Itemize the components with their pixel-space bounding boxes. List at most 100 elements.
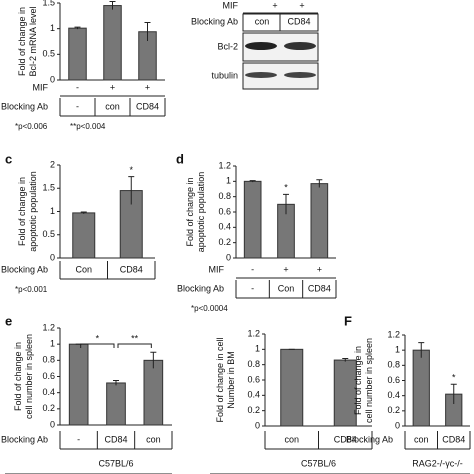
y-axis-label: Fold of change in cell: [215, 337, 225, 422]
y-axis-label: Number in BM: [226, 351, 236, 409]
bar: [68, 27, 87, 81]
band-label: tubulin: [211, 70, 238, 80]
y-tick-label: 0.8: [218, 191, 231, 201]
note: *p<0.001: [15, 285, 48, 294]
row-label: Blocking Ab: [346, 434, 393, 444]
y-tick-label: 0: [226, 252, 231, 262]
footer: RAG2-/-γc-/-: [412, 458, 463, 468]
blot-cell: +: [272, 0, 277, 10]
panel-letter: d: [176, 151, 184, 166]
band: [284, 42, 316, 50]
y-axis-label: apoptotic population: [196, 172, 206, 253]
y-tick-label: 0.4: [247, 390, 260, 400]
bracket-label: *: [96, 333, 100, 343]
y-tick-label: 0.6: [42, 371, 55, 381]
y-tick-label: 0.4: [218, 222, 231, 232]
blot-cell: +: [299, 0, 304, 10]
y-tick-label: 0: [50, 419, 55, 429]
error-bar: [418, 342, 425, 358]
blot-cell-box: [279, 13, 319, 32]
y-tick-label: 1: [50, 206, 55, 216]
bar: [143, 359, 164, 426]
error-bar: [144, 22, 151, 41]
panel-letter: e: [5, 313, 12, 328]
y-axis-label: cell number in spleen: [364, 338, 374, 423]
bar: [310, 183, 329, 259]
x-tick-label: con: [146, 434, 161, 444]
error-bar: [342, 358, 349, 362]
error-bar: [74, 26, 81, 30]
error-bar: [450, 383, 457, 405]
row-cell: +: [110, 82, 115, 92]
blot-cell: CD84: [287, 16, 310, 26]
y-tick-label: 2: [50, 159, 55, 169]
row-label: Blocking Ab: [1, 434, 48, 444]
y-axis-label: cell number in spleen: [24, 334, 34, 419]
bar: [412, 349, 430, 427]
row-cell: -: [76, 82, 79, 92]
error-bar: [80, 211, 87, 214]
y-tick-label: 0.6: [218, 206, 231, 216]
x-tick-label: con: [105, 101, 120, 111]
y-axis-label: apoptotic population: [28, 171, 38, 252]
bar: [106, 382, 126, 426]
row-label: MIF: [33, 82, 49, 92]
y-tick-label: 0: [50, 252, 55, 262]
band-label: Bcl-2: [217, 41, 238, 51]
blot-cell: con: [255, 16, 270, 26]
y-tick-label: 0: [50, 74, 55, 84]
y-tick-label: 0.2: [218, 237, 231, 247]
panel-letter: c: [5, 151, 12, 166]
y-axis-label: Fold of change in: [13, 342, 23, 411]
x-tick-label: con: [284, 434, 299, 444]
y-tick-label: 0.5: [42, 229, 55, 239]
row-label: MIF: [209, 264, 225, 274]
note: *p<0.0004: [191, 304, 228, 313]
y-tick-label: 0.5: [42, 49, 55, 59]
band: [245, 42, 277, 50]
y-axis-label: Fold of change in: [17, 177, 27, 246]
band: [245, 72, 277, 78]
row-label: Blocking Ab: [177, 283, 224, 293]
y-tick-label: 0.8: [247, 359, 260, 369]
x-tick-label: CD84: [120, 264, 143, 274]
y-tick-label: 0: [255, 420, 260, 430]
bar: [243, 180, 262, 259]
x-tick-label: Con: [278, 283, 295, 293]
bar: [68, 343, 89, 426]
y-tick-label: 1: [395, 345, 400, 355]
row-cell: +: [283, 264, 288, 274]
row-cell: -: [251, 264, 254, 274]
blot-row-label: MIF: [223, 0, 239, 10]
significance: *: [129, 165, 133, 175]
significance: *: [452, 373, 456, 383]
y-tick-label: 0.6: [247, 374, 260, 384]
x-tick-label: CD84: [104, 434, 127, 444]
x-tick-label: -: [76, 101, 79, 111]
y-tick-label: 0.2: [387, 405, 400, 415]
y-tick-label: 0.2: [247, 405, 260, 415]
x-tick-label: CD84: [136, 101, 159, 111]
bracket: [80, 343, 115, 348]
footer: C57BL/6: [98, 458, 133, 468]
y-tick-label: 1.2: [42, 322, 55, 332]
error-bar: [113, 380, 119, 386]
y-tick-label: 1: [50, 339, 55, 349]
error-bar: [128, 176, 135, 205]
error-bar: [109, 0, 116, 10]
row-cell: +: [145, 82, 150, 92]
western-blot: MIF + + Blocking Ab con CD84 Bcl-2 tubul…: [191, 0, 319, 90]
blot-row-label: Blocking Ab: [191, 16, 238, 26]
footer: C57BL/6: [301, 458, 336, 468]
y-tick-label: 0.2: [42, 403, 55, 413]
error-bar: [316, 179, 323, 188]
x-tick-label: CD84: [442, 434, 465, 444]
bracket: [117, 343, 152, 348]
y-tick-label: 0.4: [42, 387, 55, 397]
significance: *: [284, 183, 288, 193]
y-tick-label: 1: [50, 23, 55, 33]
x-tick-label: Con: [75, 264, 92, 274]
y-tick-label: 0.6: [387, 375, 400, 385]
